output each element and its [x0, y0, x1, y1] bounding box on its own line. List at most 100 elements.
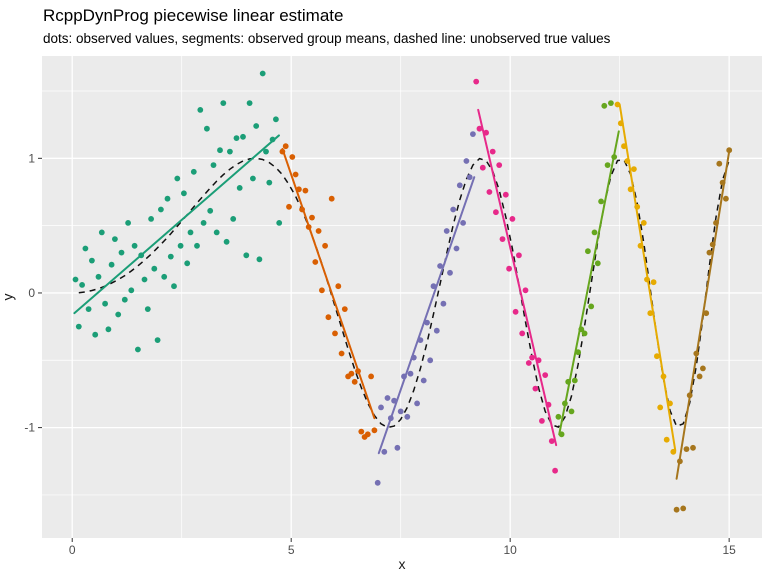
data-point-segment-1	[151, 265, 158, 272]
y-tick-label: -1	[24, 421, 35, 435]
data-point-segment-2	[368, 373, 374, 380]
chart-subtitle: dots: observed values, segments: observe…	[43, 31, 611, 46]
data-point-segment-3	[384, 395, 391, 401]
data-point-segment-1	[263, 148, 269, 155]
data-point-segment-1	[266, 179, 273, 186]
data-point-segment-3	[466, 174, 473, 181]
data-point-segment-1	[72, 276, 79, 283]
mean-segment-line-1	[73, 134, 280, 315]
data-point-segment-2	[351, 378, 358, 385]
data-point-segment-2	[289, 154, 296, 160]
data-point-segment-3	[397, 408, 404, 415]
data-point-segment-1	[171, 283, 177, 290]
data-point-segment-3	[463, 158, 470, 164]
x-tick-label: 15	[722, 543, 736, 557]
data-point-segment-1	[200, 220, 207, 226]
data-point-segment-3	[470, 131, 476, 138]
y-axis-title: y	[0, 293, 16, 301]
data-point-segment-7	[690, 444, 696, 451]
data-point-segment-1	[148, 216, 155, 222]
data-point-segment-4	[542, 372, 549, 378]
data-point-segment-4	[499, 236, 506, 243]
data-point-segment-1	[105, 326, 112, 333]
data-point-segment-1	[220, 100, 227, 106]
data-point-segment-4	[519, 330, 526, 337]
data-point-segment-5	[604, 162, 611, 169]
data-point-segment-1	[227, 148, 233, 155]
data-point-segment-5	[555, 413, 562, 420]
data-point-segment-5	[588, 303, 595, 310]
data-point-segment-4	[522, 287, 529, 294]
data-point-segment-2	[286, 203, 292, 210]
data-point-segment-5	[585, 248, 591, 255]
data-point-segment-1	[128, 287, 135, 294]
data-point-segment-1	[177, 242, 184, 249]
data-point-segment-2	[322, 242, 328, 249]
data-point-segment-3	[450, 206, 457, 213]
data-point-segment-1	[89, 257, 95, 264]
data-point-segment-5	[568, 408, 575, 415]
data-point-segment-1	[82, 245, 89, 252]
data-point-segment-1	[92, 331, 99, 338]
data-point-segment-1	[210, 162, 217, 169]
data-point-segment-7	[703, 310, 710, 317]
data-point-segment-2	[319, 287, 325, 294]
data-point-segment-6	[640, 220, 647, 226]
data-point-segment-6	[627, 186, 634, 193]
data-point-segment-7	[706, 249, 713, 256]
data-point-segment-3	[430, 283, 437, 290]
data-point-segment-4	[552, 467, 558, 474]
data-point-segment-7	[683, 446, 690, 452]
data-point-segment-3	[440, 300, 447, 307]
data-point-segment-3	[427, 357, 434, 364]
data-point-segment-1	[102, 300, 108, 307]
data-point-segment-2	[325, 314, 332, 321]
data-point-segment-4	[548, 438, 555, 444]
data-point-segment-4	[496, 162, 503, 169]
data-point-segment-1	[79, 282, 85, 288]
data-point-segment-2	[302, 187, 309, 194]
data-point-segment-1	[223, 238, 230, 245]
data-point-segment-1	[158, 206, 164, 213]
data-point-segment-4	[493, 209, 499, 216]
y-tick-label: 0	[28, 286, 35, 300]
mean-segment-line-3	[377, 176, 476, 455]
data-point-segment-1	[187, 229, 194, 236]
data-point-segment-1	[190, 168, 197, 175]
data-point-segment-1	[118, 249, 125, 256]
data-point-segment-4	[502, 191, 509, 198]
mean-segment-line-2	[281, 147, 376, 420]
data-point-segment-4	[512, 308, 519, 315]
data-point-segment-1	[174, 175, 181, 182]
data-point-segment-7	[700, 365, 706, 372]
data-point-segment-2	[282, 143, 289, 150]
data-point-segment-6	[631, 166, 637, 173]
data-point-segment-3	[414, 400, 420, 407]
data-point-segment-3	[420, 377, 427, 384]
data-point-segment-6	[663, 436, 670, 443]
data-point-segment-3	[407, 370, 414, 377]
data-point-segment-2	[371, 427, 378, 434]
data-point-segment-4	[532, 385, 539, 392]
data-point-segment-2	[312, 259, 319, 265]
data-point-segment-1	[112, 236, 118, 243]
mean-segment-line-6	[618, 103, 677, 452]
data-point-segment-4	[473, 78, 480, 85]
data-point-segment-5	[594, 260, 601, 267]
data-point-segment-4	[486, 189, 493, 195]
mean-segment-line-5	[558, 130, 620, 436]
data-point-segment-1	[197, 107, 204, 113]
data-point-segment-5	[581, 330, 588, 337]
data-point-segment-1	[273, 116, 279, 123]
data-point-segment-1	[164, 195, 171, 202]
data-point-segment-1	[204, 125, 210, 132]
data-point-segment-1	[240, 133, 246, 140]
data-point-segment-7	[680, 505, 687, 512]
chart-title: RcppDynProg piecewise linear estimate	[43, 6, 344, 25]
data-point-segment-2	[338, 350, 345, 357]
data-point-segment-1	[125, 220, 131, 226]
data-point-segment-4	[479, 164, 486, 171]
data-point-segment-1	[135, 346, 141, 353]
x-tick-label: 5	[288, 543, 295, 557]
